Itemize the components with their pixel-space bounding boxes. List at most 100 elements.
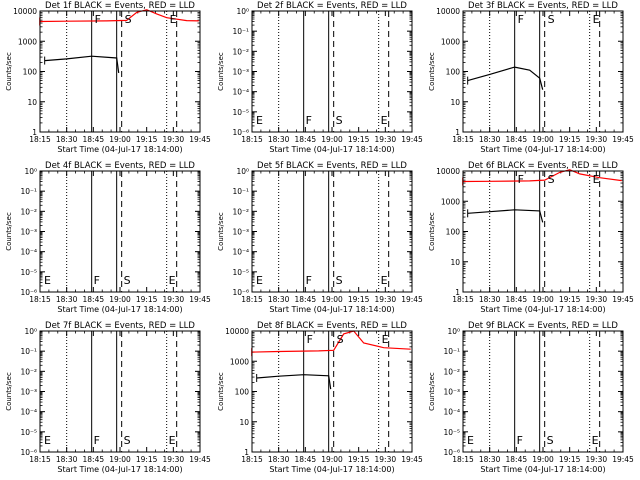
x-tick-label: 19:45 xyxy=(401,135,423,144)
x-tick-label: 19:00 xyxy=(321,455,343,464)
x-tick-label: 19:30 xyxy=(375,295,397,304)
plot-frame xyxy=(462,10,624,133)
segment-letter: F xyxy=(94,434,100,447)
x-tick-label: 19:45 xyxy=(612,295,634,304)
y-tick-label: 10⁻⁵ xyxy=(20,428,37,437)
x-tick-label: 19:45 xyxy=(189,135,211,144)
panel-title: Det 2f BLACK = Events, RED = LLD xyxy=(257,1,407,11)
y-tick-label: 10⁻³ xyxy=(443,388,460,397)
x-tick-label: 19:30 xyxy=(586,455,608,464)
x-tick-label: 18:45 xyxy=(506,135,528,144)
lld-series-line xyxy=(462,169,622,183)
y-tick-label: 10⁻¹ xyxy=(20,187,37,196)
x-tick-label: 18:45 xyxy=(295,455,317,464)
x-tick-label: 19:15 xyxy=(136,135,158,144)
x-tick-label: 18:15 xyxy=(29,455,51,464)
y-tick-label: 10⁻⁶ xyxy=(232,288,249,297)
segment-letter: E xyxy=(592,434,599,447)
x-tick-label: 19:15 xyxy=(559,455,581,464)
x-tick-label: 18:15 xyxy=(241,135,263,144)
segment-letter: S xyxy=(548,13,555,26)
detector-panel-1: Det 1f BLACK = Events, RED = LLD Counts/s… xyxy=(5,1,211,154)
y-tick-label: 10 xyxy=(450,98,460,107)
y-tick-label: 1000 xyxy=(441,37,460,46)
segment-letter: E xyxy=(170,13,177,26)
y-tick-label: 10 xyxy=(450,258,460,267)
detector-panel-2: Det 2f BLACK = Events, RED = LLD Counts/s… xyxy=(217,1,423,154)
detector-panel-3: Det 3f BLACK = Events, RED = LLD Counts/s… xyxy=(428,1,634,154)
y-tick-label: 10⁰ xyxy=(24,327,37,336)
x-tick-label: 18:30 xyxy=(479,455,501,464)
x-tick-label: 19:30 xyxy=(163,295,185,304)
y-tick-label: 10⁻² xyxy=(20,207,37,216)
segment-letter: E xyxy=(44,434,51,447)
segment-letter: F xyxy=(518,13,524,26)
plot-frame xyxy=(462,330,624,453)
x-tick-label: 19:15 xyxy=(559,135,581,144)
y-tick-label: 10⁻¹ xyxy=(232,27,249,36)
lld-series-line xyxy=(251,330,411,353)
segment-letter: E xyxy=(169,434,176,447)
x-tick-label: 19:45 xyxy=(401,455,423,464)
y-tick-label: 10000 xyxy=(225,327,249,336)
y-tick-label: 1000 xyxy=(441,197,460,206)
detector-panel-7: Det 7f BLACK = Events, RED = LLD Counts/s… xyxy=(5,321,211,474)
x-tick-label: 19:30 xyxy=(586,295,608,304)
x-tick-label: 18:30 xyxy=(56,455,78,464)
x-tick-label: 19:30 xyxy=(586,135,608,144)
plot-frame xyxy=(251,170,413,293)
events-series-line xyxy=(467,66,544,90)
y-tick-label: 10⁻² xyxy=(443,367,460,376)
y-tick-label: 10⁻⁴ xyxy=(20,408,37,417)
segment-letter: F xyxy=(95,13,101,26)
x-tick-label: 19:00 xyxy=(109,295,131,304)
x-tick-label: 18:45 xyxy=(506,455,528,464)
y-axis-label: Counts/sec xyxy=(428,212,436,251)
y-axis-label: Counts/sec xyxy=(217,52,225,91)
y-tick-label: 10⁻² xyxy=(232,47,249,56)
y-tick-label: 10⁻² xyxy=(20,367,37,376)
x-tick-label: 19:45 xyxy=(189,295,211,304)
y-tick-label: 1000 xyxy=(18,37,37,46)
y-tick-label: 1 xyxy=(455,128,460,137)
y-tick-label: 10000 xyxy=(436,7,460,16)
y-tick-label: 10⁻⁴ xyxy=(443,408,460,417)
x-axis-label: Start Time (04-Jul-17 18:14:00) xyxy=(480,465,605,474)
y-tick-label: 1 xyxy=(455,288,460,297)
y-axis-label: Counts/sec xyxy=(5,212,13,251)
x-tick-label: 18:45 xyxy=(83,295,105,304)
x-tick-label: 18:30 xyxy=(268,295,290,304)
plot-frame xyxy=(39,170,201,293)
y-tick-label: 10⁻⁶ xyxy=(20,448,37,457)
y-tick-label: 100 xyxy=(235,388,250,397)
x-tick-label: 18:30 xyxy=(56,135,78,144)
y-tick-label: 10000 xyxy=(436,167,460,176)
y-tick-label: 10⁻⁶ xyxy=(232,128,249,137)
x-tick-label: 19:00 xyxy=(532,455,554,464)
events-series-line xyxy=(44,55,120,73)
x-tick-label: 19:45 xyxy=(189,455,211,464)
segment-letter: S xyxy=(548,173,555,186)
panel-title: Det 3f BLACK = Events, RED = LLD xyxy=(468,1,618,11)
y-tick-label: 10⁻³ xyxy=(20,388,37,397)
x-tick-label: 19:15 xyxy=(136,295,158,304)
y-tick-label: 10⁰ xyxy=(236,167,249,176)
x-tick-label: 19:00 xyxy=(109,455,131,464)
x-tick-label: 18:30 xyxy=(56,295,78,304)
x-tick-label: 19:30 xyxy=(375,455,397,464)
y-tick-label: 10⁰ xyxy=(236,7,249,16)
segment-letter: F xyxy=(94,274,100,287)
x-tick-label: 19:30 xyxy=(163,135,185,144)
x-tick-label: 18:45 xyxy=(506,295,528,304)
x-tick-label: 19:00 xyxy=(109,135,131,144)
y-tick-label: 10000 xyxy=(13,7,37,16)
segment-letter: E xyxy=(593,13,600,26)
y-tick-label: 10⁻⁴ xyxy=(232,88,249,97)
x-tick-label: 19:00 xyxy=(532,135,554,144)
x-tick-label: 18:30 xyxy=(479,295,501,304)
x-tick-label: 18:15 xyxy=(29,135,51,144)
detector-panel-4: Det 4f BLACK = Events, RED = LLD Counts/s… xyxy=(5,161,211,314)
segment-letter: E xyxy=(256,114,263,127)
y-tick-label: 10⁻¹ xyxy=(20,347,37,356)
panel-title: Det 1f BLACK = Events, RED = LLD xyxy=(45,1,195,11)
